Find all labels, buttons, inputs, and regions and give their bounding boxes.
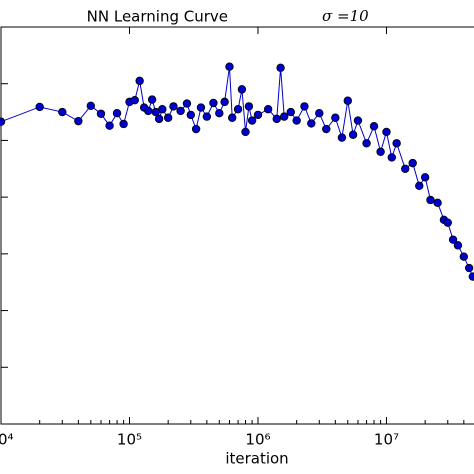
- data-point: [147, 95, 157, 104]
- data-point: [337, 133, 347, 142]
- data-point: [196, 103, 206, 112]
- series-line: [0, 66, 474, 277]
- data-point: [58, 107, 67, 117]
- data-point: [169, 102, 178, 111]
- chart-title-math: σ =10: [322, 7, 369, 25]
- x-tick-label: 10⁷: [374, 431, 399, 449]
- data-point: [459, 252, 469, 261]
- chart-title: NN Learning Curve: [87, 8, 228, 26]
- data-point: [105, 121, 114, 130]
- plot-frame: [0, 26, 474, 425]
- data-point: [182, 99, 192, 108]
- data-point: [353, 116, 363, 125]
- data-point: [453, 241, 463, 250]
- data-point: [253, 110, 263, 120]
- data-point: [376, 147, 385, 156]
- data-point: [202, 112, 212, 121]
- data-point: [209, 98, 218, 108]
- data-point: [247, 116, 257, 125]
- data-point: [300, 102, 309, 111]
- data-point: [130, 95, 140, 105]
- data-point: [35, 102, 44, 112]
- data-point: [244, 102, 254, 111]
- data-point: [408, 158, 417, 168]
- data-point: [241, 127, 250, 137]
- data-point: [322, 124, 331, 134]
- x-tick-label: 10⁵: [117, 431, 142, 449]
- data-point: [225, 62, 234, 71]
- data-point: [443, 218, 452, 227]
- data-point: [220, 97, 229, 107]
- data-point: [448, 235, 458, 244]
- data-point: [415, 181, 424, 190]
- data-point: [135, 76, 144, 86]
- data-point: [233, 105, 243, 114]
- data-point: [158, 105, 167, 114]
- data-point: [392, 139, 401, 148]
- data-point: [86, 101, 96, 111]
- data-point: [420, 173, 430, 182]
- data-point: [292, 116, 301, 125]
- data-point: [426, 195, 435, 205]
- data-point: [112, 109, 122, 118]
- data-point: [286, 107, 295, 117]
- data-point: [343, 96, 352, 105]
- data-point: [154, 114, 164, 124]
- x-tick-label: 10⁶: [245, 431, 270, 449]
- data-point: [369, 122, 379, 131]
- data-point: [307, 119, 316, 128]
- data-point: [348, 130, 358, 139]
- data-point: [163, 113, 173, 122]
- data-point: [263, 105, 273, 114]
- data-point: [176, 106, 185, 116]
- data-point: [401, 164, 410, 173]
- x-tick-label: 10⁴: [0, 431, 14, 449]
- data-point: [315, 109, 324, 118]
- data-point: [215, 109, 224, 118]
- data-point: [96, 109, 106, 118]
- data-point: [280, 112, 289, 121]
- data-point: [186, 110, 195, 120]
- data-point: [237, 85, 247, 94]
- data-point: [272, 114, 281, 124]
- data-point: [191, 124, 201, 134]
- x-axis-label: iteration: [225, 450, 288, 468]
- data-point: [74, 116, 83, 126]
- data-point: [433, 198, 442, 208]
- data-point: [276, 63, 285, 73]
- data-point: [382, 127, 391, 137]
- data-point: [0, 117, 6, 126]
- data-point: [464, 263, 474, 273]
- data-point: [227, 113, 237, 122]
- data-point: [331, 113, 340, 122]
- data-point: [144, 106, 153, 116]
- data-point: [362, 139, 371, 148]
- data-point: [387, 153, 396, 162]
- data-point: [119, 119, 128, 129]
- data-point: [468, 272, 474, 281]
